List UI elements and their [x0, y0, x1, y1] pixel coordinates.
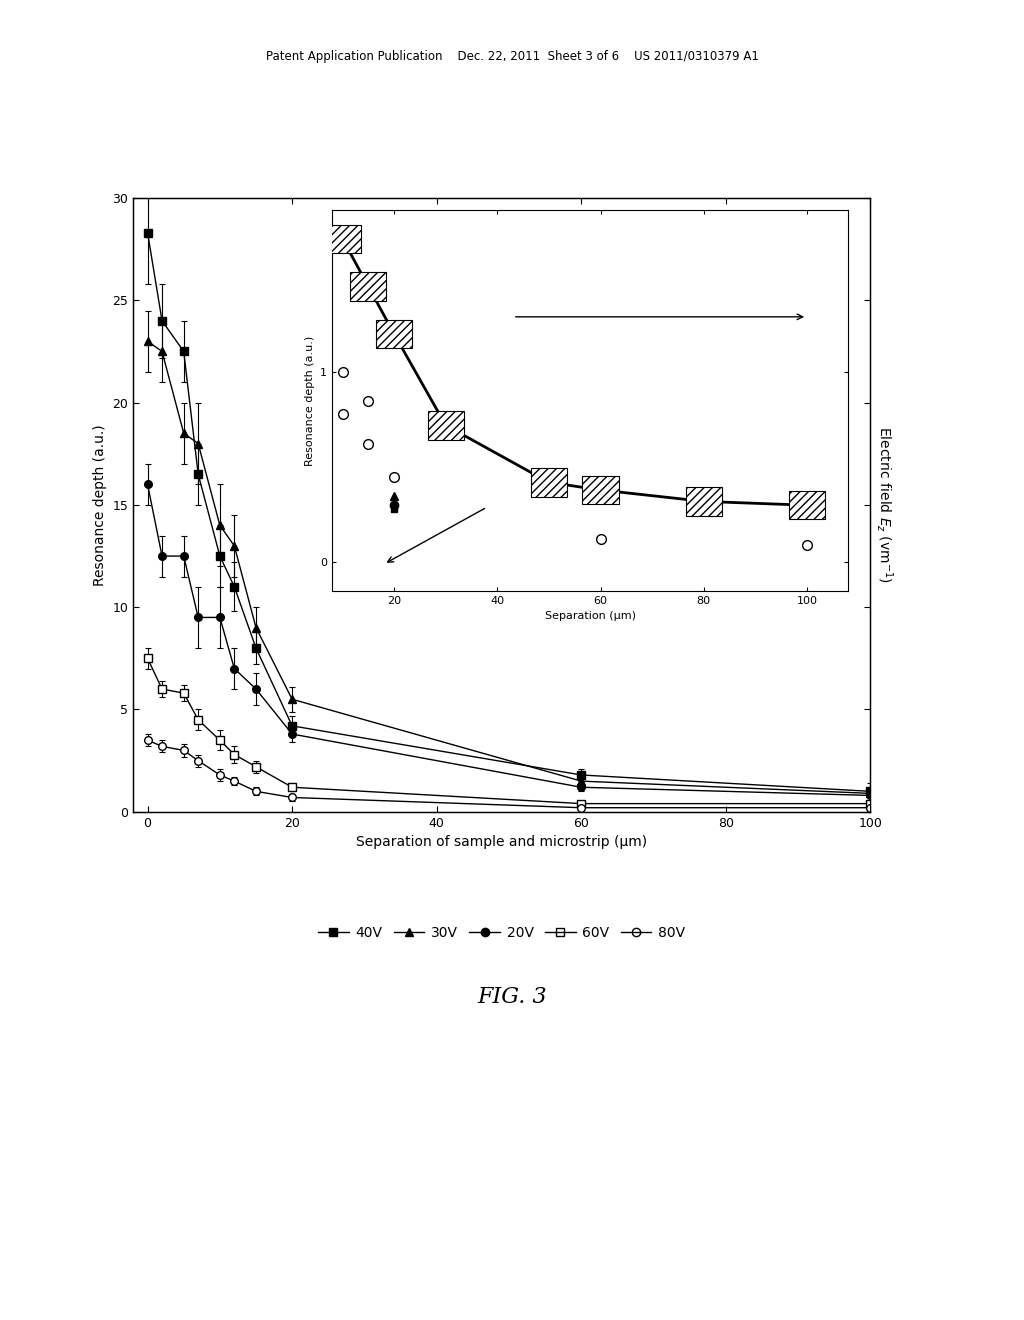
Legend: 40V, 30V, 20V, 60V, 80V: 40V, 30V, 20V, 60V, 80V: [312, 920, 691, 945]
Y-axis label: Resonance depth (a.u.): Resonance depth (a.u.): [93, 424, 106, 586]
X-axis label: Separation of sample and microstrip (μm): Separation of sample and microstrip (μm): [356, 836, 647, 849]
Y-axis label: Electric field $E_z$ (vm$^{-1}$): Electric field $E_z$ (vm$^{-1}$): [873, 426, 895, 583]
Text: Patent Application Publication    Dec. 22, 2011  Sheet 3 of 6    US 2011/0310379: Patent Application Publication Dec. 22, …: [265, 50, 759, 63]
Text: FIG. 3: FIG. 3: [477, 986, 547, 1007]
